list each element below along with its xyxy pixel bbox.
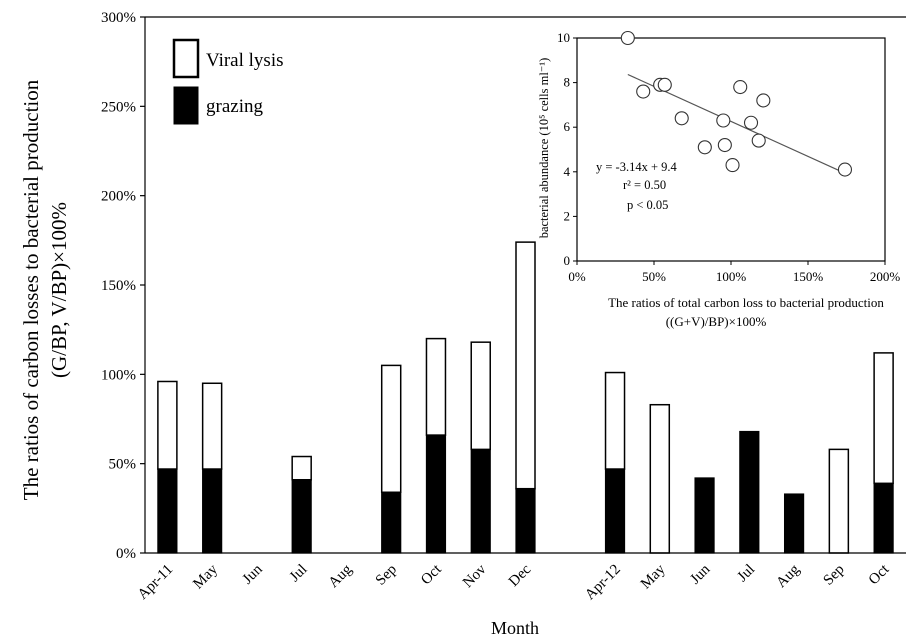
bar-grazing (381, 491, 402, 554)
inset-data-point (697, 140, 712, 155)
inset-x-tick-label: 200% (870, 269, 901, 284)
inset-y-tick-label: 0 (564, 253, 571, 268)
bar-grazing (604, 468, 626, 554)
inset-y-tick-label: 4 (564, 164, 571, 179)
inset-p-value: p < 0.05 (627, 198, 668, 212)
inset-y-tick-label: 6 (564, 119, 571, 134)
main-y-tick-label: 100% (101, 367, 136, 383)
inset-equation: y = -3.14x + 9.4 (596, 160, 678, 174)
bar-grazing (291, 479, 312, 554)
inset-data-point (636, 84, 651, 99)
inset-x-axis-label-line1: The ratios of total carbon loss to bacte… (608, 295, 884, 310)
main-y-tick-label: 250% (101, 99, 136, 115)
main-y-tick-label: 0% (116, 546, 136, 562)
main-x-axis-label: Month (491, 618, 539, 638)
inset-data-point (743, 115, 759, 130)
legend: Viral lysis grazing (172, 38, 284, 125)
inset-points (620, 30, 853, 177)
main-y-axis-label-line2: (G/BP, V/BP)×100% (47, 202, 71, 378)
inset-data-point (717, 137, 732, 153)
bar-grazing (783, 493, 805, 554)
bar-viral-lysis (515, 241, 536, 490)
main-y-tick-label: 50% (109, 457, 137, 473)
inset-x-tick-label: 150% (793, 269, 824, 284)
inset-r-squared: r² = 0.50 (623, 178, 666, 192)
bar-grazing (425, 434, 447, 554)
bar-viral-lysis (649, 403, 671, 554)
bar-grazing (739, 430, 760, 554)
bar-grazing (157, 468, 178, 554)
bar-viral-lysis (425, 337, 447, 436)
main-y-tick-label: 300% (101, 10, 136, 26)
bar-viral-lysis (828, 448, 850, 554)
inset-data-point (756, 93, 771, 108)
bar-viral-lysis (291, 455, 312, 481)
bar-viral-lysis (873, 352, 894, 485)
inset-y-tick-label: 10 (557, 30, 570, 45)
main-y-ticks: 0% 50% 100% 150% 200% 250% 300% (101, 10, 145, 562)
legend-label-viral-lysis: Viral lysis (206, 50, 284, 71)
inset-data-point (725, 158, 740, 173)
inset-y-tick-label: 2 (564, 208, 571, 223)
inset-x-tick-label: 100% (716, 269, 747, 284)
bar-grazing (202, 468, 223, 554)
main-y-axis-label-line1: The ratios of carbon losses to bacterial… (19, 79, 43, 500)
inset-y-tick-label: 8 (564, 75, 571, 90)
bar-viral-lysis (604, 371, 626, 470)
bar-viral-lysis (470, 341, 491, 451)
inset-data-point (620, 30, 635, 46)
bar-grazing (515, 488, 536, 554)
inset-x-ticks: 0% 50% 100% 150% 200% (568, 261, 900, 284)
inset-x-tick-label: 0% (568, 269, 586, 284)
bar-grazing (873, 482, 894, 554)
bar-viral-lysis (201, 382, 223, 470)
inset-x-axis-label-line2: ((G+V)/BP)×100% (666, 314, 767, 329)
inset-x-tick-label: 50% (642, 269, 666, 284)
legend-swatch-viral-lysis (172, 38, 200, 79)
legend-swatch-grazing (173, 86, 199, 125)
inset-y-ticks: 0 2 4 6 8 10 (557, 30, 577, 268)
inset-data-point (837, 162, 853, 177)
bar-viral-lysis (157, 380, 178, 470)
main-y-tick-label: 200% (101, 189, 136, 205)
bar-viral-lysis (380, 364, 402, 494)
main-y-tick-label: 150% (101, 278, 136, 294)
inset-data-point (657, 77, 672, 92)
inset-data-point (751, 133, 766, 148)
legend-label-grazing: grazing (206, 96, 263, 117)
inset-chart: 0 2 4 6 8 10 0% 50% 100% 150% 200% bacterial abun… (537, 30, 900, 329)
bar-grazing (694, 477, 715, 554)
bar-grazing (470, 448, 491, 554)
inset-data-point (716, 113, 731, 128)
inset-y-axis-label: bacterial abundance (10⁵ cells ml⁻¹) (537, 58, 551, 239)
main-bars (157, 241, 894, 554)
inset-data-point (674, 111, 689, 126)
inset-data-point (733, 80, 748, 95)
